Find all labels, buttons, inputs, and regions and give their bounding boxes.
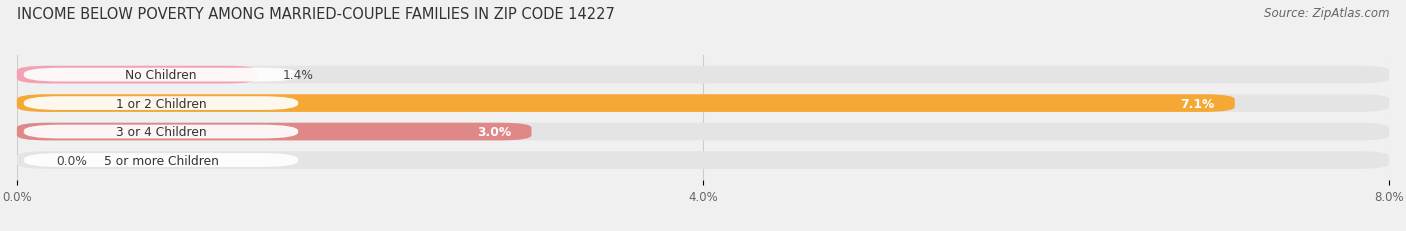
FancyBboxPatch shape [17,123,531,141]
FancyBboxPatch shape [17,123,1389,141]
FancyBboxPatch shape [17,67,1389,84]
Text: 3 or 4 Children: 3 or 4 Children [115,125,207,138]
Text: INCOME BELOW POVERTY AMONG MARRIED-COUPLE FAMILIES IN ZIP CODE 14227: INCOME BELOW POVERTY AMONG MARRIED-COUPL… [17,7,614,22]
FancyBboxPatch shape [17,95,1234,112]
FancyBboxPatch shape [17,67,257,84]
FancyBboxPatch shape [24,125,298,139]
FancyBboxPatch shape [17,95,1389,112]
Text: Source: ZipAtlas.com: Source: ZipAtlas.com [1264,7,1389,20]
Text: 3.0%: 3.0% [477,125,510,138]
FancyBboxPatch shape [24,68,298,82]
Text: No Children: No Children [125,69,197,82]
Text: 1 or 2 Children: 1 or 2 Children [115,97,207,110]
FancyBboxPatch shape [24,153,298,167]
Text: 1.4%: 1.4% [283,69,314,82]
FancyBboxPatch shape [17,152,1389,169]
Text: 0.0%: 0.0% [56,154,87,167]
Text: 7.1%: 7.1% [1180,97,1215,110]
Text: 5 or more Children: 5 or more Children [104,154,218,167]
FancyBboxPatch shape [24,97,298,110]
